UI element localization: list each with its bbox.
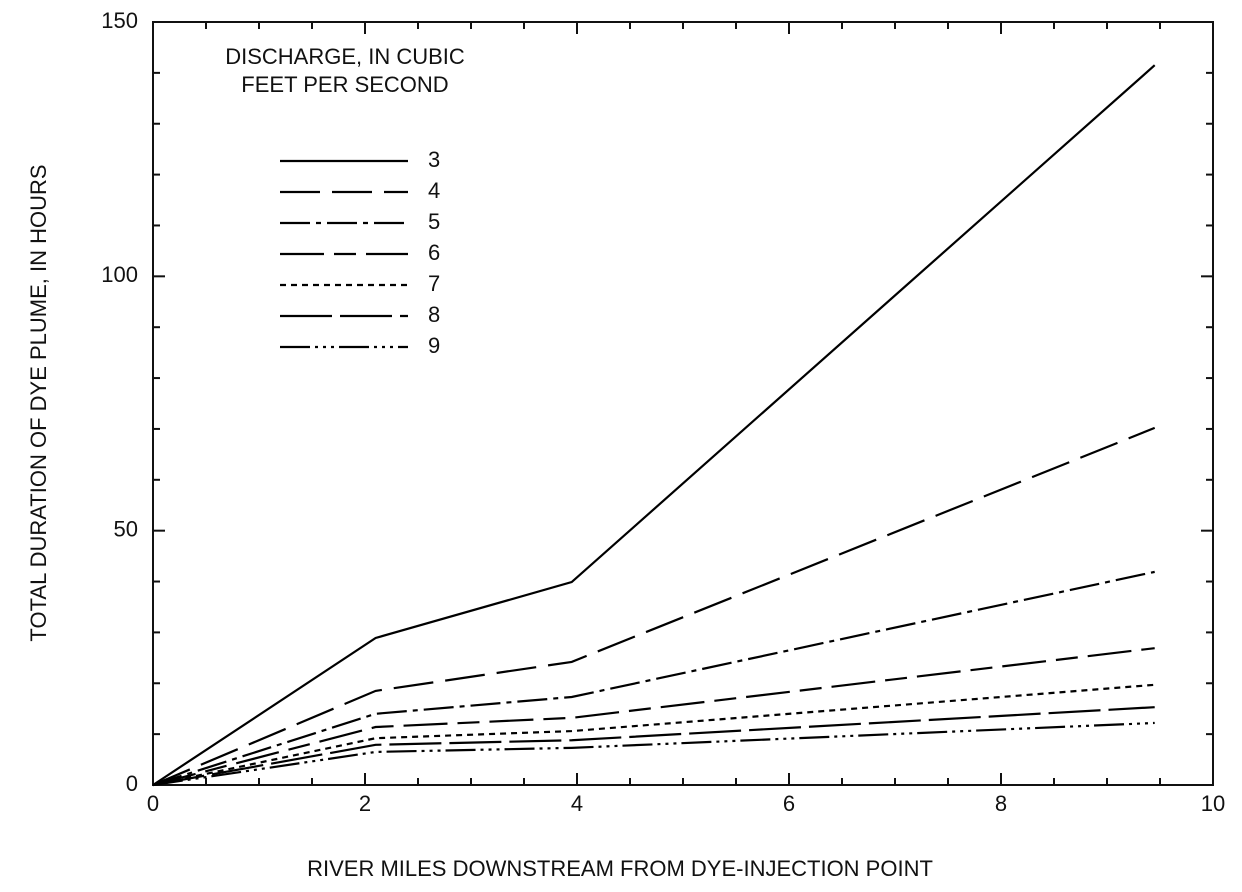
legend-label: 4	[428, 178, 440, 203]
legend-label: 9	[428, 333, 440, 358]
x-tick-label: 6	[783, 791, 795, 816]
series-line	[152, 64, 1156, 786]
series-line	[152, 706, 1155, 787]
legend-title: FEET PER SECOND	[241, 72, 448, 97]
x-tick-label: 10	[1201, 791, 1225, 816]
series-line	[152, 683, 1155, 787]
legend-label: 5	[428, 209, 440, 234]
y-tick-label: 0	[126, 771, 138, 796]
legend-title: DISCHARGE, IN CUBIC	[225, 44, 465, 69]
x-axis-label: RIVER MILES DOWNSTREAM FROM DYE-INJECTIO…	[307, 856, 933, 881]
y-tick-label: 50	[114, 516, 138, 541]
x-tick-label: 4	[571, 791, 583, 816]
x-tick-label: 2	[359, 791, 371, 816]
y-tick-label: 150	[101, 8, 138, 33]
series-line	[152, 426, 1156, 787]
legend-label: 8	[428, 302, 440, 327]
legend-label: 6	[428, 240, 440, 265]
series-line	[152, 570, 1155, 787]
y-tick-label: 100	[101, 262, 138, 287]
x-tick-label: 0	[147, 791, 159, 816]
legend-label: 3	[428, 147, 440, 172]
plot-frame	[152, 21, 1214, 786]
x-tick-label: 8	[995, 791, 1007, 816]
legend-label: 7	[428, 271, 440, 296]
series-line	[152, 647, 1155, 787]
series-line	[152, 721, 1155, 787]
y-axis-label: TOTAL DURATION OF DYE PLUME, IN HOURS	[26, 164, 51, 641]
